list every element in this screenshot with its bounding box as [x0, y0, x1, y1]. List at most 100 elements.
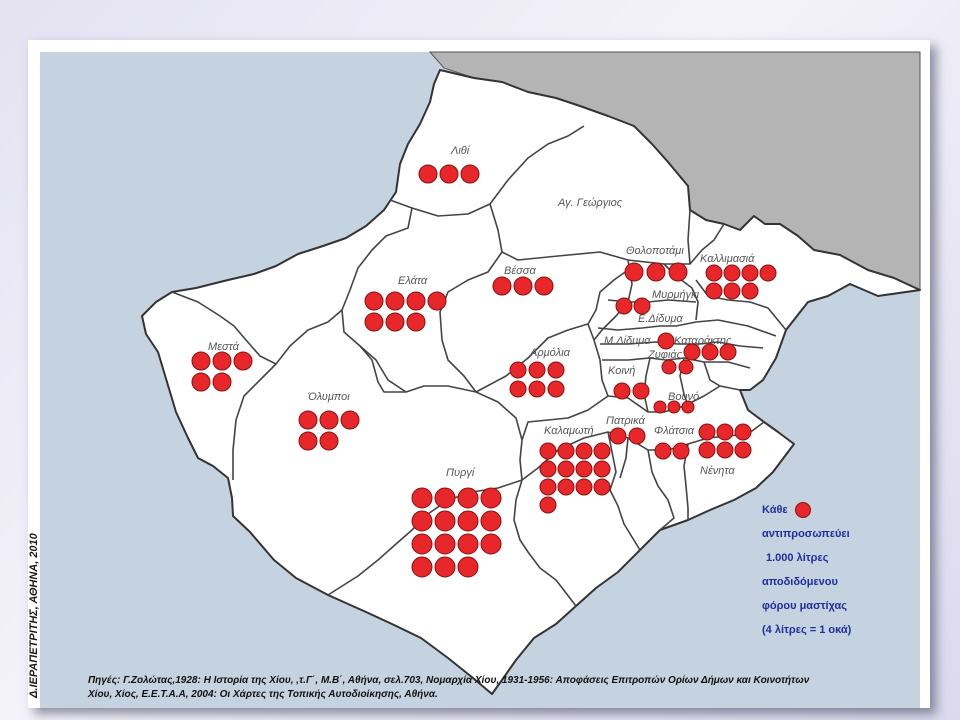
mastic-dot — [411, 510, 433, 532]
mastic-dot — [698, 441, 716, 459]
mastic-dot — [633, 297, 651, 315]
label-e-didyma: Ε.Δίδυμα — [638, 313, 683, 325]
mastic-dot — [434, 487, 456, 509]
label-flatsia: Φλάτσια — [654, 425, 695, 437]
dots-kalamoti — [539, 442, 611, 514]
mastic-dot — [298, 431, 318, 451]
mastic-dot — [319, 410, 339, 430]
mastic-dot — [434, 533, 456, 555]
mastic-dot — [741, 264, 759, 282]
dots-vessa — [492, 276, 554, 296]
mastic-dot — [319, 431, 339, 451]
dots-lithi — [418, 164, 480, 184]
mastic-dot — [705, 264, 723, 282]
mastic-dot — [539, 478, 557, 496]
mastic-dot — [434, 510, 456, 532]
mastic-dot — [575, 478, 593, 496]
label-myrmigki: Μυρμήγκι — [652, 289, 700, 301]
mastic-dot — [539, 496, 557, 514]
mastic-dot — [509, 380, 527, 398]
mastic-dot — [492, 276, 512, 296]
label-nenita: Νένητα — [700, 465, 735, 477]
mastic-dot — [667, 400, 681, 414]
legend-line-4: φόρου μαστίχας — [762, 600, 847, 612]
mastic-dot — [723, 264, 741, 282]
legend-dot-symbol — [794, 502, 811, 519]
mastic-dot — [528, 380, 546, 398]
mastic-dot — [557, 442, 575, 460]
mastic-dot — [661, 359, 677, 375]
mastic-dot — [411, 556, 433, 578]
mastic-dot — [547, 361, 565, 379]
mastic-dot — [457, 556, 479, 578]
mastic-dot — [672, 442, 690, 460]
mastic-dot — [615, 297, 633, 315]
mastic-dot — [557, 460, 575, 478]
mastic-dot — [575, 442, 593, 460]
author-credit: Δ.ΙΕΡΑΠΕΤΡΙΤΗΣ, ΑΘΗΝΑ, 2010 — [28, 533, 40, 698]
mastic-dot — [681, 400, 695, 414]
mastic-dot — [547, 380, 565, 398]
mastic-dot — [340, 410, 360, 430]
mastic-dot — [539, 442, 557, 460]
label-ag-georgios: Αγ. Γεώργιος — [557, 197, 623, 209]
mastic-dot — [575, 460, 593, 478]
label-pyrgi: Πυργί — [446, 467, 476, 479]
label-armolia: Αρμόλια — [529, 347, 571, 359]
legend-title: Κάθε — [762, 504, 788, 516]
mastic-dot — [480, 487, 502, 509]
mastic-dot — [427, 291, 447, 311]
mastic-dot — [480, 510, 502, 532]
mastic-dot — [668, 262, 688, 282]
mastic-dot — [624, 262, 644, 282]
mastic-dot — [434, 556, 456, 578]
dots-olympoi — [298, 410, 360, 451]
dots-flatsia — [654, 442, 690, 460]
label-mesta: Μεστά — [208, 341, 240, 353]
sources-note: Πηγές: Γ.Ζολώτας,1928: Η Ιστορία της Χίο… — [88, 674, 918, 702]
dots-zyfias — [661, 359, 694, 375]
mastic-dot — [460, 164, 480, 184]
mastic-dot — [364, 291, 384, 311]
label-vessa: Βέσσα — [504, 265, 536, 277]
mastic-dot — [632, 382, 650, 400]
mastic-dot — [418, 164, 438, 184]
label-m-didyma: Μ.Δίδυμα — [604, 335, 651, 347]
mastic-dot — [657, 332, 675, 350]
mastic-dot — [759, 264, 777, 282]
label-patrika: Πατρικά — [606, 415, 645, 427]
dots-myrmigki — [615, 297, 651, 315]
mastic-dot — [613, 382, 631, 400]
mastic-dot — [734, 441, 752, 459]
mastic-dot — [593, 442, 611, 460]
mastic-dot — [628, 427, 646, 445]
mastic-dot — [513, 276, 533, 296]
mastic-dot — [646, 262, 666, 282]
mastic-dot — [741, 282, 759, 300]
dots-patrika — [609, 427, 646, 445]
mastic-dot — [593, 478, 611, 496]
dots-pyrgi — [411, 487, 502, 578]
mastic-dot — [411, 487, 433, 509]
mastic-dot — [457, 487, 479, 509]
mastic-dot — [457, 510, 479, 532]
mastic-dot — [653, 400, 667, 414]
legend-line-1: αντιπροσωπεύει — [762, 528, 850, 540]
dots-mesta — [191, 351, 253, 392]
label-kallimasia: Καλλιμασιά — [700, 253, 755, 265]
dots-katarraktis — [683, 343, 737, 361]
dots-tholopotami — [624, 262, 688, 282]
mastic-dot — [480, 533, 502, 555]
mastic-dot — [191, 372, 211, 392]
mastic-dot — [705, 282, 723, 300]
mastic-dot — [364, 312, 384, 332]
mastic-dot — [539, 460, 557, 478]
study-area-outline — [141, 69, 921, 695]
mastic-dot — [406, 291, 426, 311]
mastic-dot — [411, 533, 433, 555]
dots-vouno — [653, 400, 695, 414]
mastic-dot — [719, 343, 737, 361]
label-koini: Κοινή — [608, 365, 635, 377]
mastic-dot — [716, 441, 734, 459]
label-lithi: Λιθί — [450, 145, 471, 157]
